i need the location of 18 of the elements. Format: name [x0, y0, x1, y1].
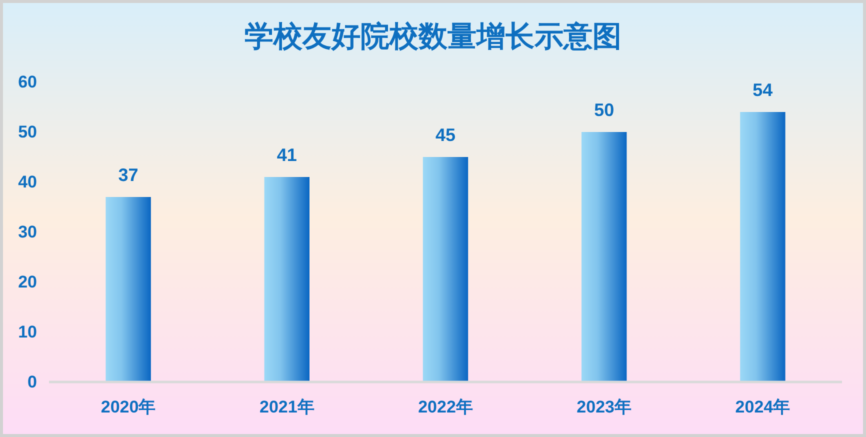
y-tick-label: 0	[28, 372, 37, 392]
x-tick-label: 2021年	[259, 398, 314, 416]
title: 学校友好院校数量增长示意图	[244, 21, 622, 53]
x-tick-label: 2023年	[576, 398, 632, 416]
y-tick-label: 10	[18, 322, 37, 342]
y-tick-label: 20	[18, 272, 37, 292]
x-tick-label: 2020年	[100, 398, 156, 416]
data-label: 54	[752, 80, 773, 100]
x-tick-label: 2022年	[418, 398, 473, 416]
y-tick-label: 30	[18, 222, 37, 242]
y-tick-label: 60	[18, 72, 37, 92]
data-label: 37	[118, 165, 138, 185]
data-label: 45	[435, 125, 456, 145]
data-label: 41	[276, 145, 297, 165]
x-tick-label: 2024年	[735, 398, 790, 416]
y-tick-label: 50	[18, 122, 37, 142]
data-label: 50	[594, 100, 614, 120]
y-tick-label: 40	[18, 172, 37, 192]
